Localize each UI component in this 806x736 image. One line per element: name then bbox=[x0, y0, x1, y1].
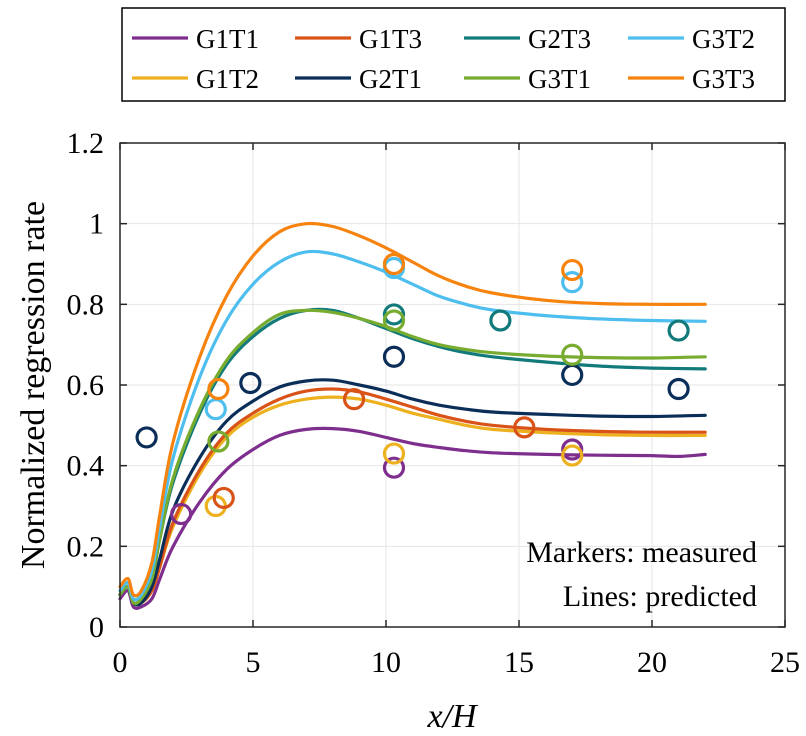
annotation-predicted: Lines: predicted bbox=[563, 580, 757, 613]
marker-g1t2 bbox=[382, 442, 406, 465]
x-tick-label: 10 bbox=[371, 646, 401, 679]
x-tick-label: 20 bbox=[637, 646, 667, 679]
marker-g2t3 bbox=[489, 309, 512, 332]
legend: G1T1 G1T2 G1T3 G2T1 G2T3 G3T1 G3T2 G3T3 bbox=[132, 24, 755, 94]
axis-ticks: 0 5 10 15 20 25 0 0.2 0.4 0.6 0.8 1 1.2 bbox=[67, 127, 801, 679]
marker-g1t1 bbox=[170, 502, 193, 526]
y-tick-label: 1 bbox=[89, 208, 104, 241]
marker-g3t2 bbox=[561, 271, 584, 294]
marker-g2t3 bbox=[667, 319, 690, 342]
y-axis-label: Normalized regression rate bbox=[15, 201, 52, 569]
x-tick-label: 15 bbox=[504, 646, 534, 679]
y-tick-label: 1.2 bbox=[67, 127, 105, 160]
y-tick-label: 0.4 bbox=[67, 450, 105, 483]
marker-g1t2 bbox=[561, 444, 584, 467]
legend-entry-g1t1: G1T1 bbox=[132, 24, 259, 54]
marker-g3t3 bbox=[207, 377, 230, 401]
marker-g2t1 bbox=[667, 377, 690, 401]
marker-g2t1 bbox=[382, 345, 406, 368]
series-line-g2t1 bbox=[118, 378, 707, 607]
marker-g3t3 bbox=[382, 252, 406, 276]
annotation-measured: Markers: measured bbox=[526, 536, 757, 569]
series-line-g1t1 bbox=[118, 426, 707, 610]
marker-g3t3 bbox=[561, 258, 584, 282]
legend-entry-g1t2: G1T2 bbox=[132, 64, 259, 94]
legend-entry-g1t3: G1T3 bbox=[295, 24, 422, 54]
legend-label-g1t2: G1T2 bbox=[196, 64, 259, 94]
marker-g1t1 bbox=[561, 438, 584, 461]
legend-entry-g2t1: G2T1 bbox=[295, 64, 422, 94]
series-line-g3t3 bbox=[118, 221, 707, 598]
marker-g3t1 bbox=[207, 430, 230, 453]
marker-g1t1 bbox=[382, 456, 406, 479]
legend-entry-g3t2: G3T2 bbox=[628, 24, 755, 54]
measured-markers bbox=[135, 252, 690, 526]
x-tick-label: 0 bbox=[113, 646, 128, 679]
marker-g2t3 bbox=[382, 303, 406, 326]
y-tick-label: 0.6 bbox=[67, 369, 105, 402]
legend-label-g1t1: G1T1 bbox=[196, 24, 259, 54]
legend-label-g1t3: G1T3 bbox=[359, 24, 422, 54]
legend-entry-g3t3: G3T3 bbox=[628, 64, 755, 94]
y-tick-label: 0 bbox=[89, 611, 104, 644]
y-tick-label: 0.2 bbox=[67, 530, 105, 563]
x-tick-label: 25 bbox=[770, 646, 800, 679]
series-line-g3t1 bbox=[118, 308, 707, 606]
marker-g3t1 bbox=[382, 309, 406, 332]
marker-g1t3 bbox=[513, 416, 536, 439]
x-axis-label: x/H bbox=[426, 698, 479, 735]
y-tick-label: 0.8 bbox=[67, 288, 105, 321]
x-tick-label: 5 bbox=[246, 646, 261, 679]
legend-label-g3t3: G3T3 bbox=[692, 64, 755, 94]
marker-g1t3 bbox=[212, 486, 235, 510]
marker-g1t3 bbox=[342, 388, 366, 411]
marker-g3t1 bbox=[561, 343, 584, 366]
predicted-lines bbox=[118, 221, 707, 610]
marker-g2t1 bbox=[135, 426, 158, 449]
legend-entry-g3t1: G3T1 bbox=[464, 64, 591, 94]
legend-entry-g2t3: G2T3 bbox=[464, 24, 591, 54]
marker-g2t1 bbox=[239, 371, 262, 395]
legend-label-g3t1: G3T1 bbox=[528, 64, 591, 94]
legend-box bbox=[121, 7, 786, 102]
legend-label-g2t3: G2T3 bbox=[528, 24, 591, 54]
legend-label-g3t2: G3T2 bbox=[692, 24, 755, 54]
legend-label-g2t1: G2T1 bbox=[359, 64, 422, 94]
